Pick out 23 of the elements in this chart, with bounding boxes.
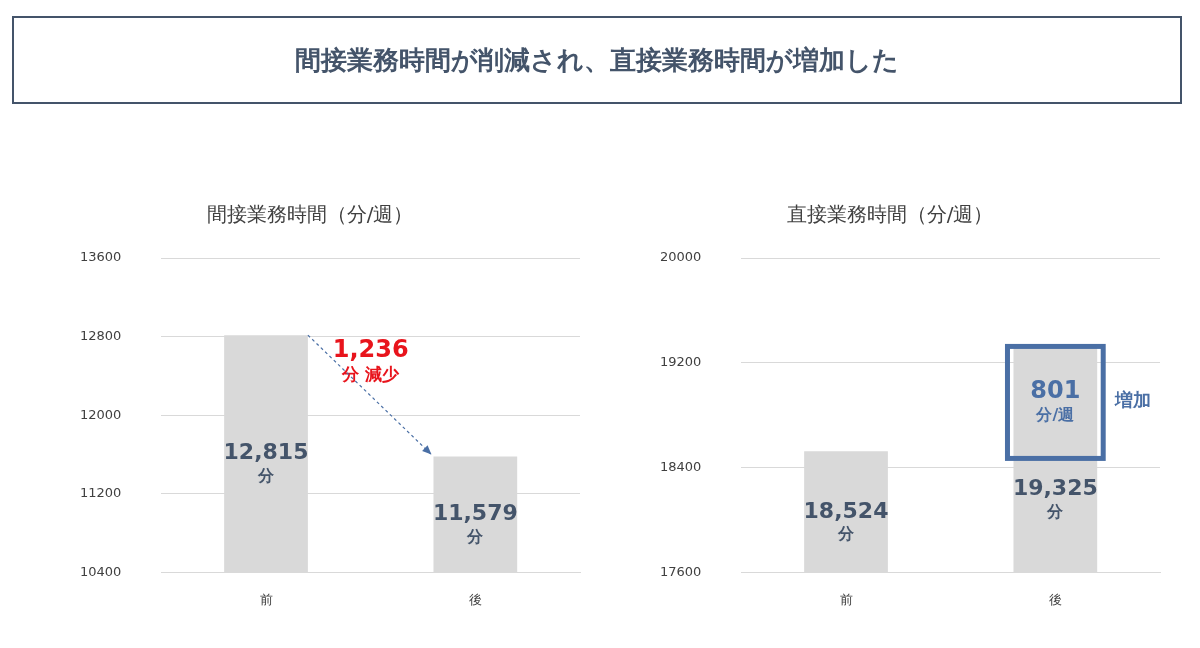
y-tick-label: 12000 xyxy=(80,406,122,422)
chart-title: 間接業務時間（分/週） xyxy=(206,202,414,227)
data-label: 11,579 分 xyxy=(432,500,518,546)
y-tick-label: 12800 xyxy=(80,327,122,343)
y-tick-label: 13600 xyxy=(80,249,122,265)
y-tick-label: 10400 xyxy=(80,563,122,579)
y-tick-label: 11200 xyxy=(80,485,122,501)
annotation: 801 分/週 xyxy=(1030,375,1081,424)
text: 間接業務時間が削減され、直接業務時間が増加した xyxy=(12,16,1182,104)
y-tick-label: 20000 xyxy=(660,249,702,265)
data-label: 18,524 分 xyxy=(803,497,889,544)
data-label: 19,325 分 xyxy=(1012,475,1098,521)
x-tick-label: 後 xyxy=(1048,591,1062,607)
y-tick-label: 17600 xyxy=(660,563,702,579)
y-tick-label: 18400 xyxy=(660,458,702,474)
data-label: 12,815 分 xyxy=(223,439,309,485)
annotation: 増加 xyxy=(1114,389,1152,411)
x-tick-label: 前 xyxy=(259,591,273,607)
annotation: 1,236 分 減少 xyxy=(332,335,409,385)
y-tick-label: 19200 xyxy=(660,354,702,370)
x-tick-label: 後 xyxy=(468,591,482,607)
x-tick-label: 前 xyxy=(839,591,853,607)
chart-title: 直接業務時間（分/週） xyxy=(786,202,994,227)
